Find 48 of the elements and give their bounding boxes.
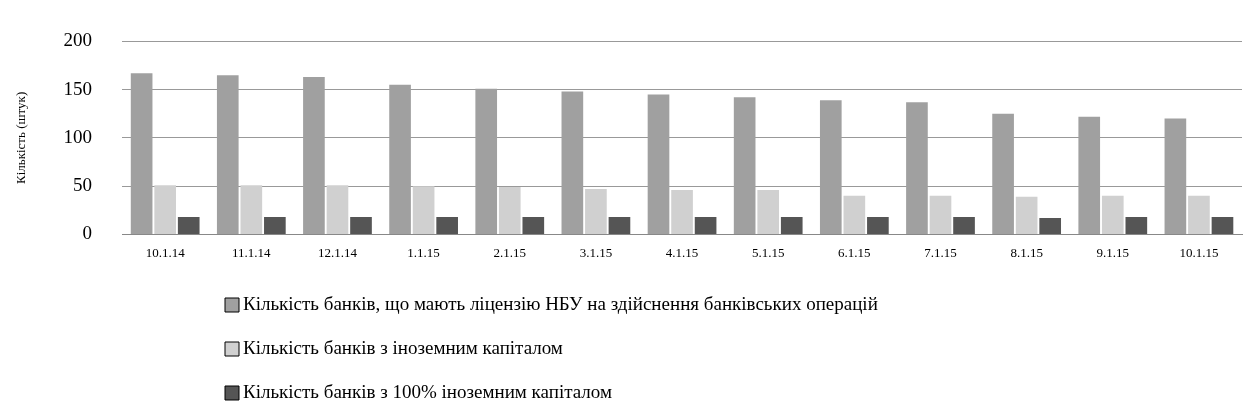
bar <box>671 190 693 234</box>
x-tick-label: 10.1.14 <box>145 244 186 260</box>
bar <box>953 217 975 234</box>
x-tick-label: 1.1.15 <box>407 244 440 260</box>
x-tick-label: 8.1.15 <box>1010 244 1043 260</box>
x-tick-label: 2.1.15 <box>493 244 527 260</box>
bar <box>929 195 952 234</box>
bar <box>608 217 631 234</box>
x-tick-label: 11.1.14 <box>232 244 272 260</box>
bar <box>522 217 545 234</box>
y-axis-title: Кількість (штук) <box>13 91 29 185</box>
x-tick-label: 4.1.15 <box>665 244 699 260</box>
bar <box>1211 217 1234 234</box>
bar <box>585 189 607 234</box>
x-tick-label: 12.1.14 <box>317 244 358 260</box>
bar <box>1039 218 1062 234</box>
bar <box>843 195 866 234</box>
legend-label: Кількість банків з 100% іноземним капіталом <box>243 380 612 402</box>
bar <box>1015 196 1038 234</box>
y-tick-label: 100 <box>63 125 93 147</box>
bar <box>1125 217 1148 234</box>
bar <box>498 187 521 234</box>
bar <box>694 217 717 234</box>
bar <box>867 217 889 234</box>
y-tick-label: 150 <box>63 77 93 99</box>
y-tick-label: 0 <box>82 222 93 244</box>
bar <box>350 217 372 234</box>
x-tick-label: 3.1.15 <box>579 244 613 260</box>
x-tick-label: 7.1.15 <box>924 244 957 260</box>
bar <box>1188 195 1210 234</box>
bar <box>780 217 803 234</box>
bar <box>757 190 780 234</box>
bar <box>412 186 435 234</box>
bar <box>326 185 349 234</box>
bar <box>436 217 458 234</box>
y-tick-label: 200 <box>63 29 93 51</box>
x-tick-label: 10.1.15 <box>1179 244 1219 260</box>
x-tick-label: 5.1.15 <box>751 244 785 260</box>
bar <box>264 217 286 234</box>
bar <box>177 217 200 234</box>
bar <box>1101 195 1124 234</box>
legend-label: Кількість банків з іноземним капіталом <box>243 336 563 358</box>
x-tick-label: 6.1.15 <box>838 244 871 260</box>
legend-label: Кількість банків, що мають ліцензію НБУ на здійснення банківських операцій <box>243 292 878 314</box>
y-tick-label: 50 <box>73 174 93 196</box>
bar <box>154 185 177 234</box>
x-tick-label: 9.1.15 <box>1096 244 1130 260</box>
bar <box>240 185 263 234</box>
